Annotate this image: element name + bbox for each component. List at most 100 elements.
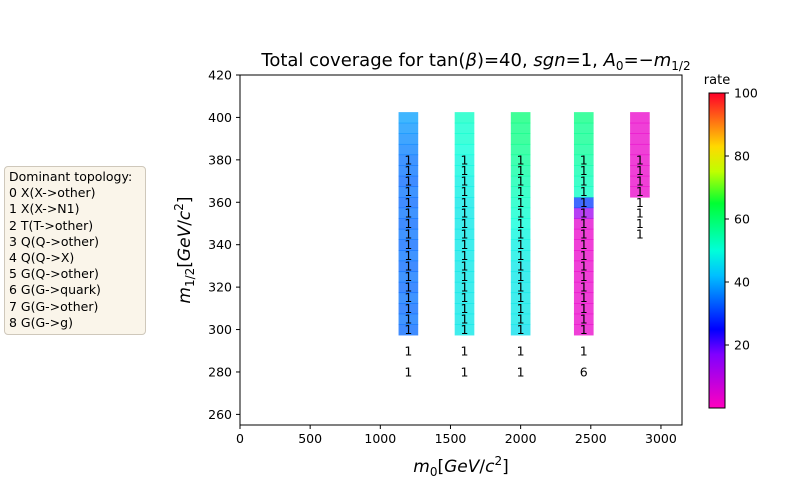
heatmap-cell <box>398 133 419 145</box>
heatmap-cell <box>510 303 531 315</box>
heatmap-cell <box>573 239 594 251</box>
heatmap-cell <box>510 143 531 156</box>
topology-label: 1 <box>517 364 525 379</box>
topology-label: 1 <box>404 184 412 199</box>
y-tick-label: 380 <box>208 152 232 167</box>
heatmap-cell <box>398 218 419 230</box>
topology-label: 1 <box>461 258 469 273</box>
heatmap-cell <box>398 239 419 251</box>
heatmap-cell <box>398 122 419 134</box>
topology-label: 1 <box>517 311 525 326</box>
topology-label: 1 <box>404 290 412 305</box>
legend-item: 1 X(X->N1) <box>9 201 80 217</box>
heatmap-cell <box>510 239 531 251</box>
heatmap-cell <box>454 196 475 209</box>
heatmap-cell <box>398 154 419 166</box>
heatmap-cell <box>573 133 594 145</box>
topology-label: 1 <box>636 195 644 210</box>
heatmap-cell <box>573 218 594 230</box>
topology-label: 1 <box>461 174 469 189</box>
y-tick-label: 420 <box>208 68 232 83</box>
heatmap-cell <box>398 271 419 283</box>
y-tick-label: 260 <box>208 407 232 422</box>
heatmap-cell <box>454 228 475 240</box>
topology-label: 1 <box>580 152 588 167</box>
topology-label: 1 <box>580 237 588 252</box>
heatmap-cell <box>398 313 419 325</box>
heatmap-cell <box>573 207 594 219</box>
heatmap-cell <box>573 250 594 262</box>
topology-label: 1 <box>404 269 412 284</box>
heatmap-cell <box>630 154 650 166</box>
topology-label: 1 <box>404 280 412 295</box>
topology-label: 1 <box>517 343 525 358</box>
topology-label: 1 <box>461 237 469 252</box>
y-tick-label: 340 <box>208 237 232 252</box>
heatmap-cell <box>510 122 531 134</box>
heatmap-cell <box>510 250 531 262</box>
colorbar-tick-label: 100 <box>734 86 758 101</box>
topology-label: 1 <box>580 301 588 316</box>
colorbar-ticks: 20 40 60 80 100 <box>725 86 758 353</box>
heatmap-cell <box>510 112 531 124</box>
heatmap-cell <box>398 250 419 262</box>
heatmap-cell <box>398 228 419 240</box>
topology-label: 1 <box>517 184 525 199</box>
heatmap-cell <box>573 143 594 156</box>
heatmap-cell <box>573 271 594 283</box>
topology-label: 1 <box>580 174 588 189</box>
topology-label: 1 <box>404 237 412 252</box>
heatmap-cell <box>454 133 475 145</box>
topology-label: 1 <box>636 163 644 178</box>
heatmap-cell <box>510 281 531 294</box>
topology-label: 1 <box>580 343 588 358</box>
heatmap-cell <box>510 228 531 240</box>
heatmap-cell <box>573 313 594 325</box>
heatmap-cell <box>398 324 419 336</box>
heatmap-cell <box>454 292 475 304</box>
topology-label: 1 <box>580 258 588 273</box>
colorbar-tick-label: 80 <box>734 149 750 164</box>
heatmap-cell <box>573 303 594 315</box>
topology-label: 1 <box>517 152 525 167</box>
heatmap-cell <box>454 186 475 198</box>
heatmap-cell <box>398 143 419 156</box>
heatmap-cell <box>510 133 531 145</box>
x-tick-label: 2500 <box>575 431 607 446</box>
topology-label: 1 <box>517 163 525 178</box>
y-axis-label: m1/2[GeV/c2] <box>172 196 197 303</box>
topology-label: 1 <box>517 258 525 273</box>
topology-label: 1 <box>461 343 469 358</box>
topology-label: 1 <box>517 290 525 305</box>
legend-item: 3 Q(Q->other) <box>9 233 99 249</box>
chart-title: Total coverage for tan(β)=40, sgn=1, A0=… <box>260 50 690 73</box>
topology-label: 1 <box>580 311 588 326</box>
heatmap-cell <box>510 260 531 272</box>
colorbar-label: rate <box>704 73 730 88</box>
topology-label: 1 <box>461 227 469 242</box>
topology-label: 1 <box>404 227 412 242</box>
y-tick-label: 300 <box>208 322 232 337</box>
topology-label: 1 <box>517 301 525 316</box>
heatmap-cell <box>398 196 419 209</box>
heatmap-cell <box>398 175 419 187</box>
heatmap-cell <box>573 122 594 134</box>
heatmap-cell <box>630 175 650 187</box>
heatmap-cell <box>573 175 594 187</box>
topology-label: 1 <box>404 195 412 210</box>
heatmap-cell <box>573 324 594 336</box>
heatmap-cell <box>630 112 650 124</box>
topology-label: 1 <box>580 290 588 305</box>
topology-label: 1 <box>404 322 412 337</box>
heatmap-cell <box>573 281 594 294</box>
topology-label: 1 <box>517 280 525 295</box>
heatmap-cell <box>510 196 531 209</box>
topology-label: 1 <box>461 195 469 210</box>
topology-label: 1 <box>517 195 525 210</box>
heatmap-cell <box>573 154 594 166</box>
topology-label: 1 <box>461 269 469 284</box>
topology-label: 1 <box>636 184 644 199</box>
heatmap-cell <box>454 260 475 272</box>
topology-label: 1 <box>580 322 588 337</box>
topology-label: 1 <box>404 311 412 326</box>
